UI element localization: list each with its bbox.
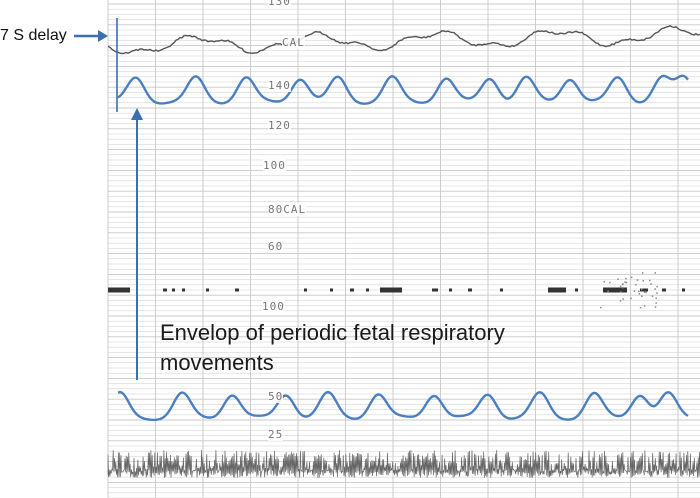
scale-label-50: 50: [268, 390, 284, 403]
speckle: [621, 283, 624, 286]
marker-dash: [380, 287, 402, 293]
scale-label-80cal: 80CAL: [268, 203, 307, 216]
speckle: [630, 297, 632, 300]
scale-label-cal-upper: CAL: [282, 36, 305, 49]
marker-dash: [575, 288, 578, 292]
speckle: [656, 292, 658, 294]
lower-envelope-curve: [117, 390, 689, 422]
scale-label-top: 130: [268, 0, 291, 8]
delay-arrow: [74, 30, 108, 42]
speckle: [655, 297, 657, 300]
scale-label-25: 25: [268, 428, 284, 441]
speckle: [619, 300, 622, 302]
scale-label-120: 120: [268, 119, 291, 132]
speckle: [619, 291, 622, 293]
marker-dash: [640, 288, 648, 292]
marker-dash: [432, 288, 438, 292]
speckle: [641, 288, 643, 291]
speckle: [654, 272, 657, 274]
upper-gray-trace: [107, 25, 700, 55]
marker-dash: [350, 288, 354, 292]
speckle: [649, 279, 651, 282]
marker-dash: [182, 288, 185, 292]
marker-dash: [163, 288, 167, 292]
marker-dash: [603, 287, 627, 293]
marker-band: [108, 272, 685, 309]
speckle: [621, 286, 624, 289]
delay-annotation: 7 S delay: [0, 27, 67, 44]
marker-dash: [682, 288, 685, 292]
speckle: [625, 281, 628, 284]
scale-label-100b: 100: [262, 300, 285, 313]
speckle: [609, 281, 611, 284]
envelope-arrow: [131, 108, 143, 380]
speckle: [643, 305, 646, 307]
speckle: [641, 295, 643, 297]
speckle: [645, 291, 647, 294]
speckle: [624, 281, 626, 283]
marker-dash: [108, 287, 130, 293]
marker-dash: [662, 288, 666, 292]
scale-label-140: 140: [268, 79, 291, 92]
speckle: [641, 272, 644, 274]
marker-dash: [172, 288, 175, 292]
speckle: [654, 306, 657, 308]
scale-label-100: 100: [263, 159, 286, 172]
speckle: [636, 279, 639, 281]
speckle: [633, 290, 636, 292]
speckle: [600, 306, 602, 309]
marker-dash: [548, 287, 566, 293]
marker-dash: [235, 288, 239, 292]
speckle: [639, 306, 642, 309]
speckle: [635, 284, 637, 286]
marker-dash: [500, 288, 503, 292]
speckle: [643, 291, 646, 293]
marker-dash: [468, 288, 472, 292]
speckle: [642, 280, 644, 282]
marker-dash: [304, 288, 307, 292]
activity-trace: [107, 450, 700, 479]
speckle: [651, 295, 654, 297]
speckle: [650, 283, 652, 285]
speckle: [638, 290, 640, 293]
activity-noise-path: [107, 450, 700, 479]
speckle: [638, 293, 641, 295]
speckle: [654, 288, 656, 290]
speckle: [619, 285, 622, 288]
marker-dash: [449, 288, 452, 292]
upper-envelope-curve: [117, 74, 689, 105]
speckle: [655, 302, 657, 304]
marker-dash: [366, 288, 369, 292]
marker-dash: [206, 288, 209, 292]
envelope-annotation: Envelop of periodic fetal respiratory mo…: [160, 320, 505, 375]
marker-dash: [330, 288, 333, 292]
paper-grid: [107, 0, 700, 498]
speckle: [603, 280, 606, 283]
scale-label-60: 60: [268, 240, 284, 253]
speckle: [630, 276, 633, 279]
speckle: [656, 285, 658, 288]
speckle: [622, 298, 624, 300]
speckle: [625, 277, 627, 280]
speckle: [617, 278, 619, 280]
speckle: [607, 290, 609, 293]
